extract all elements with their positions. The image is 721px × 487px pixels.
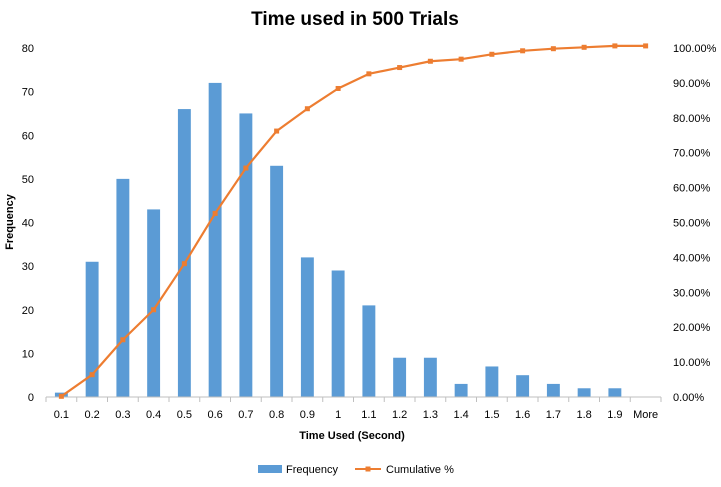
cumulative-marker <box>397 65 403 71</box>
y-tick-label: 50 <box>22 174 34 186</box>
bar-1-9 <box>608 388 622 397</box>
y2-tick-label: 60.00% <box>673 183 711 195</box>
cumulative-line <box>60 44 646 398</box>
x-tick-label: 0.8 <box>269 409 284 421</box>
bar-1-2 <box>393 357 407 397</box>
bar-1-8 <box>577 388 591 397</box>
bar-1-6 <box>516 375 530 397</box>
x-tick-label: 0.9 <box>300 409 315 421</box>
x-tick-label: More <box>633 409 658 421</box>
legend-marker-cumulative <box>365 466 371 472</box>
y2-tick-label: 40.00% <box>673 252 711 264</box>
x-tick-label: 0.7 <box>238 409 253 421</box>
x-tick-label: 1.2 <box>392 409 407 421</box>
cumulative-marker <box>151 307 157 313</box>
bar-0-7 <box>239 113 253 397</box>
bar-1-7 <box>546 383 560 397</box>
y2-tick-label: 70.00% <box>673 148 711 160</box>
y2-tick-label: 100.00% <box>673 43 717 55</box>
cumulative-marker <box>335 85 341 91</box>
cumulative-marker <box>274 128 280 134</box>
bar-0-5 <box>177 109 191 397</box>
x-tick-label: 0.6 <box>207 409 222 421</box>
y-tick-label: 30 <box>22 261 34 273</box>
x-tick-label: 1.5 <box>484 409 499 421</box>
legend: Frequency Cumulative % <box>258 464 454 476</box>
cumulative-marker <box>520 48 526 54</box>
bar-1-1 <box>362 305 376 397</box>
legend-label-cumulative: Cumulative % <box>386 464 454 476</box>
x-tick-label: 0.1 <box>54 409 69 421</box>
cumulative-marker <box>643 43 649 49</box>
x-axis-title: Time Used (Second) <box>299 430 405 442</box>
y2-tick-label: 0.00% <box>673 392 704 404</box>
bar-0-9 <box>300 257 314 397</box>
cumulative-marker <box>458 56 464 62</box>
cumulative-marker <box>212 210 218 216</box>
y2-tick-label: 20.00% <box>673 322 711 334</box>
x-tick-label: 1.3 <box>423 409 438 421</box>
y2-tick-label: 10.00% <box>673 357 711 369</box>
cumulative-marker <box>581 44 587 50</box>
cumulative-marker <box>304 106 310 112</box>
bar-0-8 <box>270 165 284 397</box>
bar-1 <box>331 270 345 397</box>
x-tick-label: 1.8 <box>576 409 591 421</box>
y-tick-label: 70 <box>22 87 34 99</box>
cumulative-marker <box>243 165 249 171</box>
y2-tick-label: 50.00% <box>673 218 711 230</box>
x-tick-label: 1 <box>335 409 341 421</box>
cumulative-marker <box>366 71 372 77</box>
y2-tick-label: 90.00% <box>673 78 711 90</box>
bar-0-2 <box>85 261 99 397</box>
cumulative-marker <box>120 337 126 343</box>
bar-0-6 <box>208 82 222 398</box>
y-tick-label: 80 <box>22 43 34 55</box>
y-tick-label: 60 <box>22 130 34 142</box>
chart-title: Time used in 500 Trials <box>251 9 459 30</box>
bar-1-4 <box>454 383 468 397</box>
x-tick-label: 1.1 <box>361 409 376 421</box>
bar-1-3 <box>423 357 437 397</box>
cumulative-marker <box>550 46 556 52</box>
y-tick-label: 10 <box>22 348 34 360</box>
y-axis-title: Frequency <box>4 193 16 250</box>
y2-tick-label: 30.00% <box>673 287 711 299</box>
y-tick-label: 20 <box>22 305 34 317</box>
plot-area: 0 10 20 30 40 50 60 70 80 0.00% 10.00% 20.00% 30.00%… <box>22 43 717 421</box>
x-tick-label: 0.5 <box>177 409 192 421</box>
y-tick-label: 0 <box>28 392 34 404</box>
x-tick-label: 1.4 <box>453 409 468 421</box>
cumulative-marker <box>181 261 187 267</box>
bar-0-4 <box>147 209 161 397</box>
y2-tick-label: 80.00% <box>673 113 711 125</box>
bar-0-3 <box>116 178 130 397</box>
legend-swatch-frequency <box>258 465 282 473</box>
cumulative-marker <box>612 43 618 49</box>
x-tick-label: 0.3 <box>115 409 130 421</box>
x-tick-label: 0.2 <box>84 409 99 421</box>
x-tick-label: 1.9 <box>607 409 622 421</box>
cumulative-marker <box>89 372 95 378</box>
x-tick-label: 1.6 <box>515 409 530 421</box>
x-tick-label: 0.4 <box>146 409 161 421</box>
cumulative-marker <box>58 393 64 399</box>
y-tick-label: 40 <box>22 218 34 230</box>
cumulative-marker <box>427 58 433 64</box>
legend-label-frequency: Frequency <box>286 464 338 476</box>
x-tick-label: 1.7 <box>546 409 561 421</box>
bar-1-5 <box>485 366 499 397</box>
cumulative-marker <box>489 51 495 57</box>
